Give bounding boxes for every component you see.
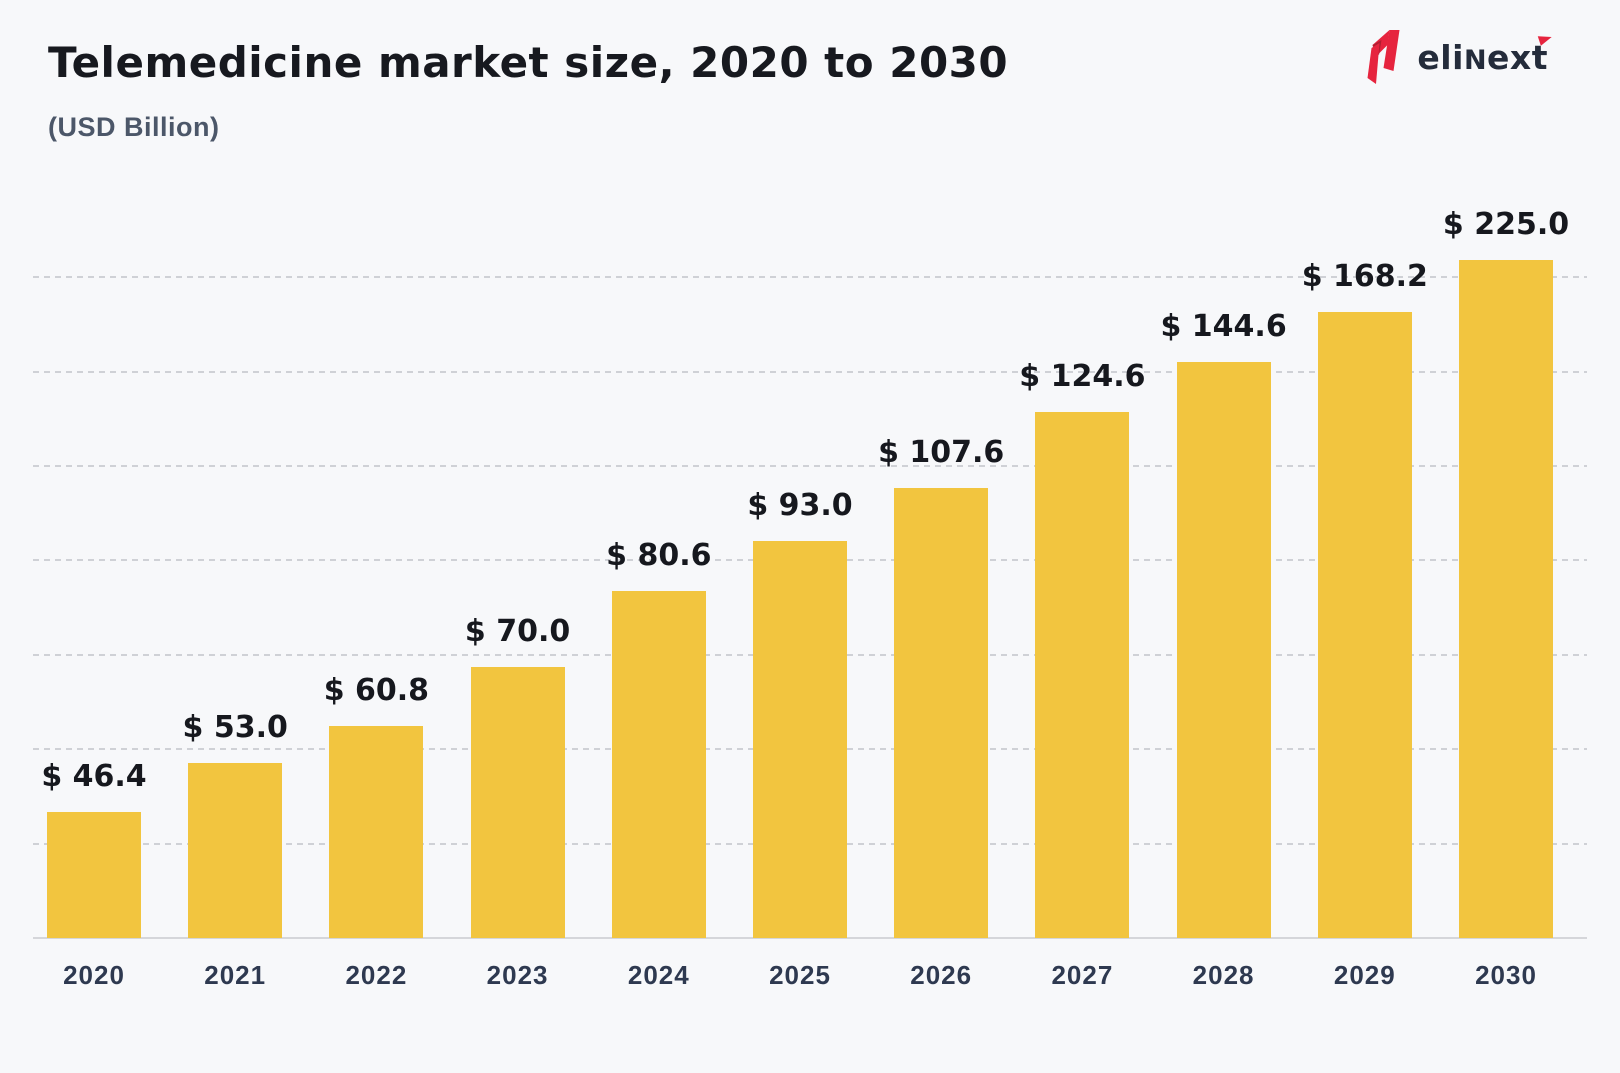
value-label-2024: $ 80.6 <box>606 538 712 573</box>
bar-2022 <box>329 726 424 938</box>
bar-2021 <box>188 763 283 938</box>
x-axis-label-2030: 2030 <box>1475 960 1537 990</box>
value-label-2029: $ 168.2 <box>1301 259 1428 294</box>
value-label-2028: $ 144.6 <box>1160 309 1287 344</box>
bar-2023 <box>470 667 565 938</box>
x-axis-label-2025: 2025 <box>769 960 831 990</box>
gridline <box>33 370 1587 373</box>
value-label-2020: $ 46.4 <box>41 759 147 794</box>
gridline <box>33 465 1587 467</box>
value-label-2021: $ 53.0 <box>182 710 288 745</box>
elinext-logo-icon <box>1367 30 1400 84</box>
page-title: Telemedicine market size, 2020 to 2030 <box>48 38 1009 87</box>
elinext-wordmark: eliNext <box>1417 31 1554 74</box>
x-axis-label-2022: 2022 <box>345 960 408 990</box>
bar-2029 <box>1317 312 1412 938</box>
bar-2024 <box>611 591 706 938</box>
bar-2028 <box>1176 362 1271 938</box>
bar-2025 <box>753 541 847 938</box>
x-axis-label-2024: 2024 <box>627 960 690 990</box>
chart-unit-subtitle: (USD Billion) <box>48 112 220 142</box>
x-axis-label-2021: 2021 <box>204 960 267 990</box>
value-label-2027: $ 124.6 <box>1019 359 1146 394</box>
bar-2026 <box>894 488 989 938</box>
x-axis-label-2023: 2023 <box>486 960 549 990</box>
gridline <box>33 276 1587 279</box>
x-axis-line <box>33 937 1587 939</box>
value-label-2026: $ 107.6 <box>878 435 1005 470</box>
value-label-2025: $ 93.0 <box>747 488 853 523</box>
elinext-logo: eliNext <box>1367 30 1554 84</box>
value-label-2030: $ 225.0 <box>1442 207 1570 242</box>
x-axis-label-2026: 2026 <box>910 960 973 990</box>
x-axis-label-2029: 2029 <box>1333 960 1396 990</box>
x-axis-label-2028: 2028 <box>1192 960 1255 990</box>
bar-2027 <box>1035 412 1130 938</box>
bar-2020 <box>47 812 141 938</box>
x-axis-label-2020: 2020 <box>63 960 125 990</box>
value-label-2023: $ 70.0 <box>464 614 571 649</box>
value-label-2022: $ 60.8 <box>323 673 430 708</box>
bar-2030 <box>1459 260 1553 938</box>
x-axis-label-2027: 2027 <box>1051 960 1114 990</box>
